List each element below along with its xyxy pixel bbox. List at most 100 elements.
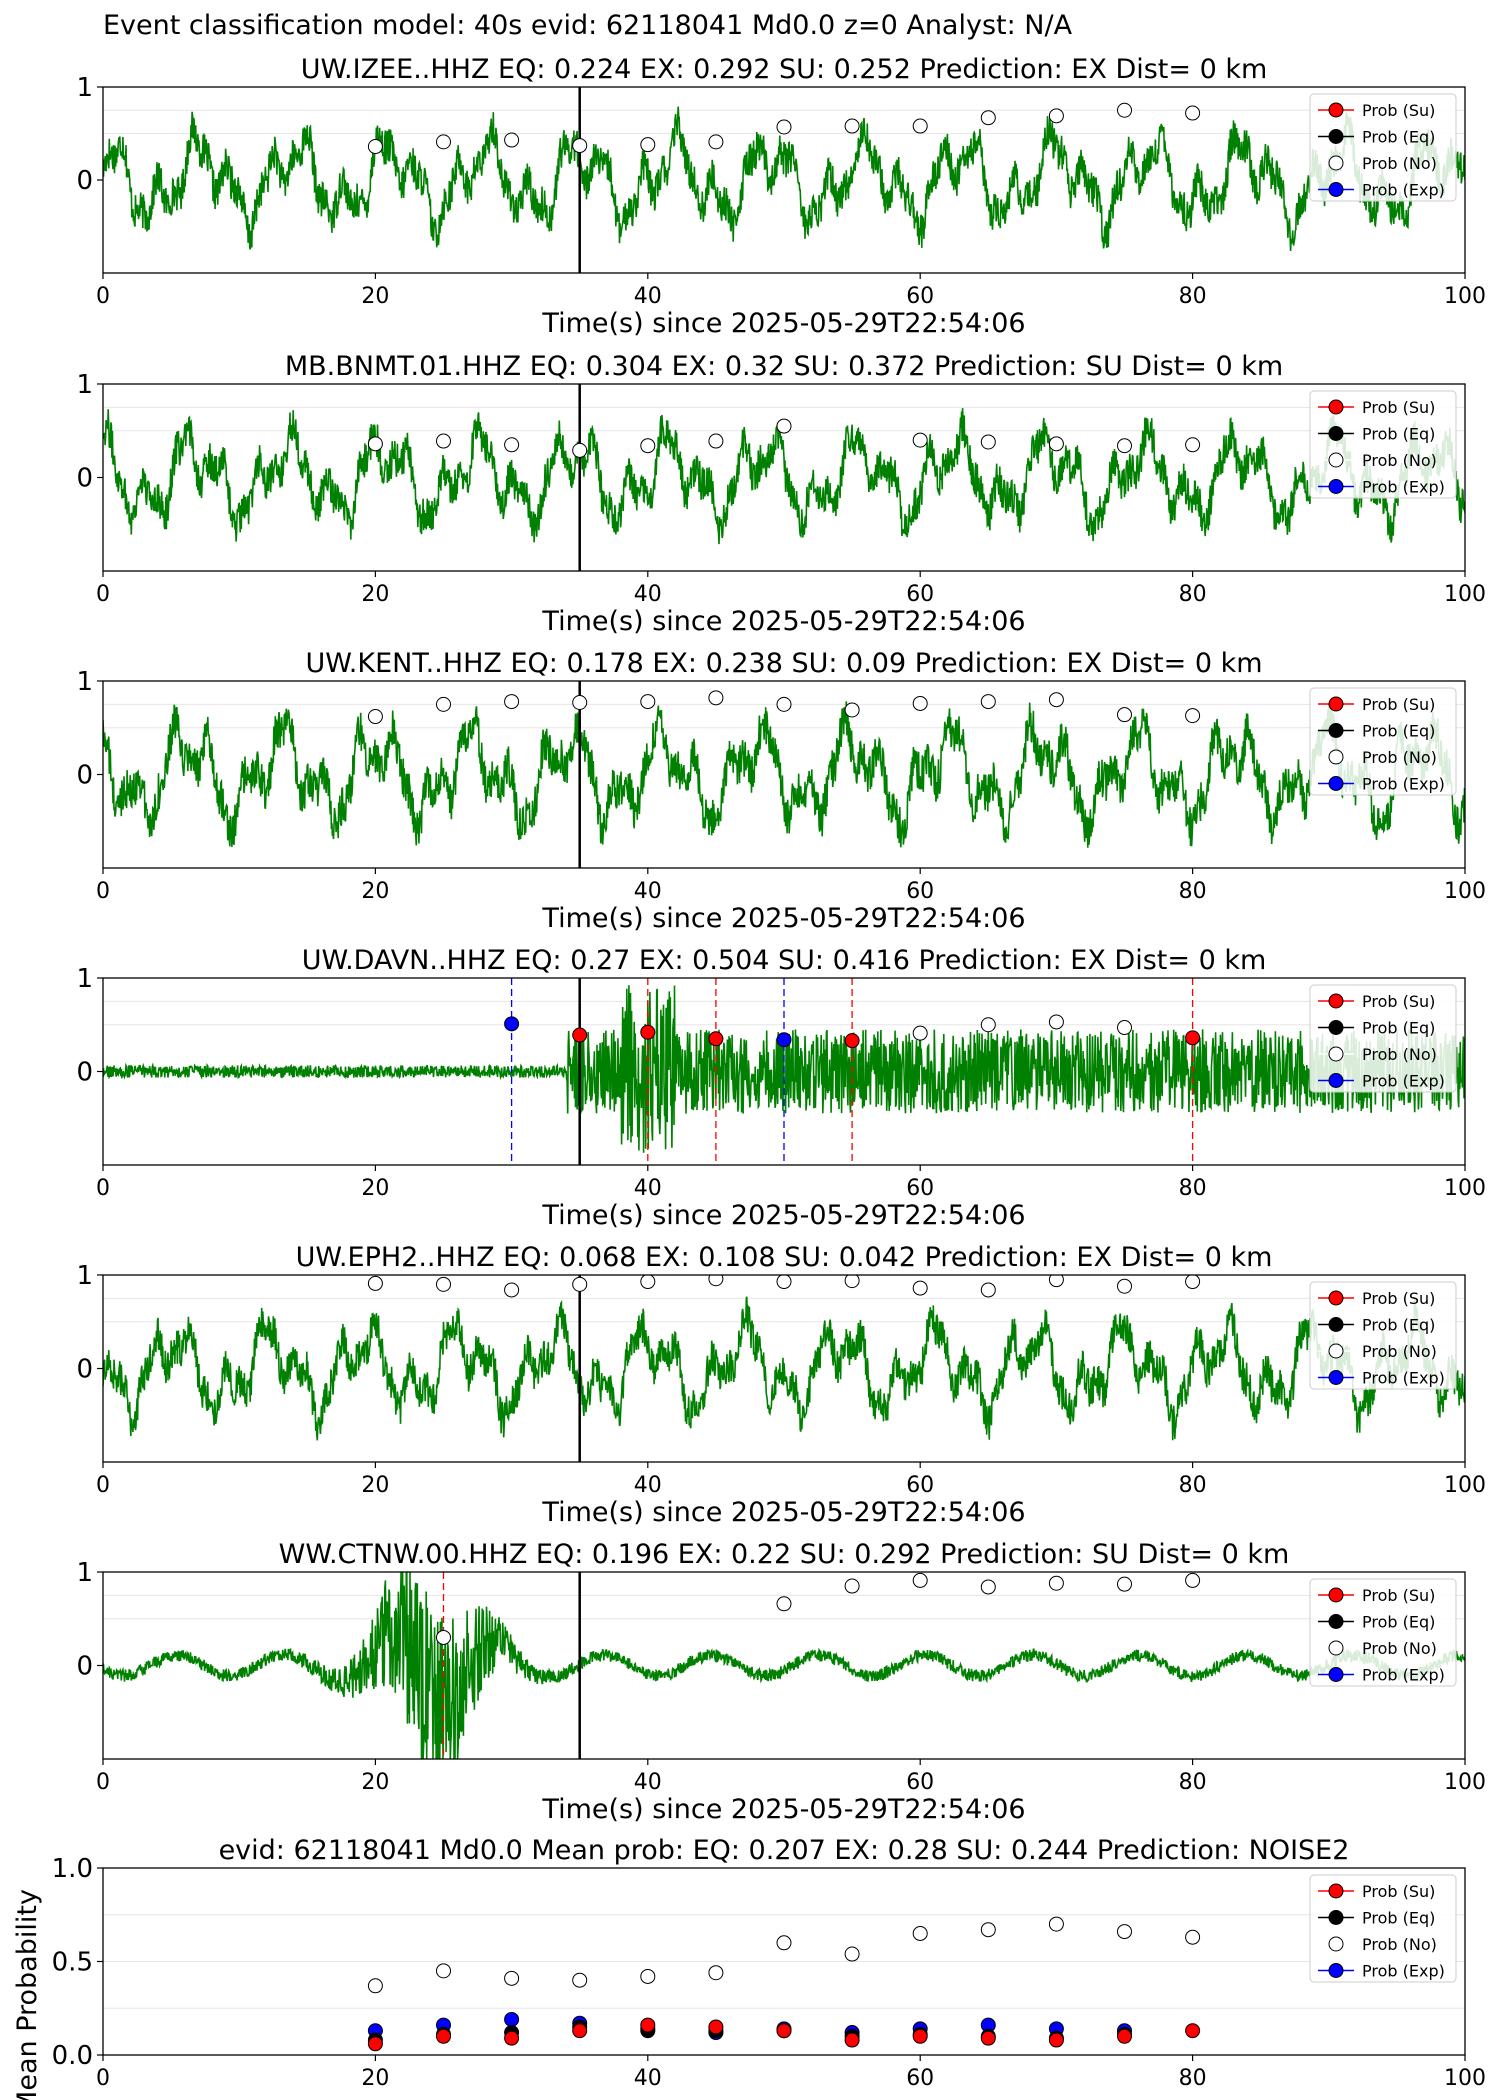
legend-label: Prob (Su) <box>1362 695 1435 714</box>
y-tick-label: 0.0 <box>52 2041 93 2071</box>
prob-no-point <box>436 134 451 150</box>
legend-marker <box>1328 1370 1344 1385</box>
legend-marker <box>1328 399 1344 415</box>
prob-no-point <box>572 442 588 458</box>
legend-marker <box>1328 723 1344 738</box>
legend-marker <box>1328 1614 1344 1629</box>
x-axis-label: Time(s) since 2025-05-29T22:54:06 <box>541 1200 1025 1231</box>
legend-marker <box>1328 1963 1344 1978</box>
y-tick-label: 0 <box>76 1355 93 1385</box>
prob-no-point <box>572 695 588 711</box>
mean-prob-point <box>367 2036 383 2052</box>
legend-label: Prob (Eq) <box>1362 425 1435 444</box>
prob-no-point <box>1048 1575 1064 1591</box>
mean-prob-point <box>504 1970 520 1986</box>
prob-no-point <box>436 1629 451 1645</box>
legend-frame <box>1309 687 1457 796</box>
legend-marker <box>1328 479 1344 494</box>
prob-no-point <box>1048 436 1064 452</box>
legend: Prob (Su) Prob (Eq) Prob (No) Prob (Exp) <box>1309 93 1457 202</box>
y-tick-label: 0 <box>76 761 93 791</box>
mean-prob-point <box>640 2017 656 2033</box>
prob-su-point <box>1185 1030 1201 1046</box>
x-tick-label: 20 <box>361 284 389 309</box>
mean-prob-point <box>640 1968 656 1984</box>
prob-no-point <box>436 696 451 712</box>
prob-no-point <box>1048 692 1064 708</box>
x-tick-label: 100 <box>1444 1473 1486 1498</box>
legend-label: Prob (Eq) <box>1362 1909 1435 1928</box>
x-axis-label: Time(s) since 2025-05-29T22:54:06 <box>541 1497 1025 1528</box>
y-tick-label: 1 <box>76 73 93 103</box>
prob-no-point <box>844 1578 860 1594</box>
prob-su-point <box>844 1033 860 1049</box>
x-axis-label: Time(s) since 2025-05-29T22:54:06 <box>541 308 1025 339</box>
prob-no-point <box>844 702 860 718</box>
axes-frame <box>102 1867 1466 2056</box>
mean-prob-point <box>1048 2032 1064 2048</box>
legend-frame <box>1309 984 1457 1093</box>
legend-label: Prob (Su) <box>1362 1289 1435 1308</box>
x-tick-label: 20 <box>361 1176 389 1201</box>
prob-no-point <box>980 1017 996 1033</box>
x-tick-label: 80 <box>1179 2066 1207 2091</box>
legend-frame <box>1309 390 1457 499</box>
mean-prob-point <box>436 1963 451 1979</box>
axes-frame <box>102 1274 1466 1463</box>
legend: Prob (Su) Prob (Eq) Prob (No) Prob (Exp) <box>1309 687 1457 796</box>
x-tick-label: 0 <box>96 2066 110 2091</box>
prob-no-point <box>504 694 520 710</box>
prob-no-point <box>504 1282 520 1298</box>
waveform-trace <box>103 1572 1465 1759</box>
legend: Prob (Su) Prob (Eq) Prob (No) Prob (Exp) <box>1309 390 1457 499</box>
subplot-4: UW.DAVN..HHZ EQ: 0.27 EX: 0.504 SU: 0.41… <box>76 945 1486 1231</box>
legend-label: Prob (No) <box>1362 748 1437 767</box>
x-tick-label: 60 <box>906 284 934 309</box>
legend: Prob (Su) Prob (Eq) Prob (No) Prob (Exp) <box>1309 1874 1457 1983</box>
prob-no-point <box>980 694 996 710</box>
legend-marker <box>1328 993 1344 1009</box>
x-tick-label: 20 <box>361 1770 389 1795</box>
prob-no-point <box>1048 1275 1064 1288</box>
x-tick-label: 20 <box>361 879 389 904</box>
x-tick-label: 20 <box>361 2066 389 2091</box>
prob-no-point <box>980 1579 996 1595</box>
subplot-2: MB.BNMT.01.HHZ EQ: 0.304 EX: 0.32 SU: 0.… <box>76 351 1486 637</box>
subplot-7: evid: 62118041 Md0.0 Mean prob: EQ: 0.20… <box>12 1835 1486 2100</box>
prob-no-point <box>776 418 792 434</box>
prob-su-point <box>572 1027 588 1043</box>
legend-marker <box>1328 1936 1344 1952</box>
prob-no-point <box>776 119 792 135</box>
axes-frame <box>102 383 1466 572</box>
legend-marker <box>1328 426 1344 441</box>
legend-label: Prob (Exp) <box>1362 1962 1445 1981</box>
legend-marker <box>1328 1910 1344 1925</box>
prob-no-point <box>708 690 724 706</box>
mean-prob-point <box>1048 1916 1064 1932</box>
mean-prob-point <box>504 2030 520 2046</box>
x-tick-label: 100 <box>1444 284 1486 309</box>
prob-no-point <box>1117 102 1132 118</box>
mean-prob-point <box>912 2028 928 2044</box>
legend-label: Prob (Su) <box>1362 1882 1435 1901</box>
axes-frame <box>102 977 1466 1166</box>
legend-label: Prob (Exp) <box>1362 478 1445 497</box>
legend-label: Prob (Exp) <box>1362 181 1445 200</box>
plot-area <box>103 681 1465 868</box>
y-tick-label: 0 <box>76 1652 93 1682</box>
x-tick-label: 60 <box>906 1473 934 1498</box>
mean-prob-point <box>844 2032 860 2048</box>
mean-prob-point <box>1117 2028 1132 2044</box>
legend-marker <box>1328 696 1344 712</box>
x-tick-label: 100 <box>1444 1176 1486 1201</box>
x-axis-label: Time(s) since 2025-05-29T22:54:06 <box>541 903 1025 934</box>
x-tick-label: 0 <box>96 1176 110 1201</box>
x-tick-label: 80 <box>1179 284 1207 309</box>
legend-marker <box>1328 1667 1344 1682</box>
legend-marker <box>1328 129 1344 144</box>
subplot-title: UW.IZEE..HHZ EQ: 0.224 EX: 0.292 SU: 0.2… <box>301 54 1268 85</box>
mean-prob-point <box>980 1922 996 1938</box>
prob-no-point <box>912 118 928 134</box>
y-tick-label: 1.0 <box>52 1854 93 1884</box>
legend-label: Prob (No) <box>1362 1045 1437 1064</box>
